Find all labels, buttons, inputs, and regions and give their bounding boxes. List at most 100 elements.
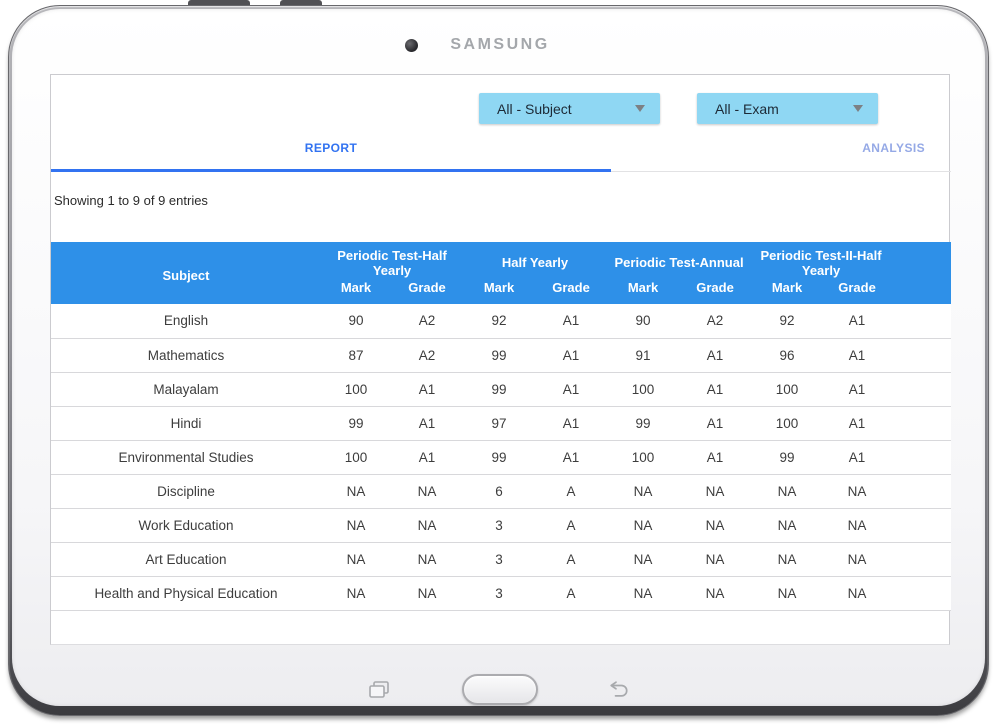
value-cell: NA <box>679 508 752 543</box>
column-header-subject: Subject <box>51 242 321 304</box>
tab-analysis[interactable]: ANALYSIS <box>862 141 925 155</box>
recent-apps-icon[interactable] <box>367 680 391 700</box>
spacer-cell <box>891 508 952 543</box>
value-cell: 90 <box>321 304 391 339</box>
value-cell: 3 <box>463 542 536 577</box>
back-icon[interactable] <box>606 681 632 699</box>
chevron-down-icon <box>635 105 645 112</box>
value-cell: NA <box>391 576 464 611</box>
spacer-cell <box>891 474 952 509</box>
value-cell: NA <box>823 474 892 509</box>
spacer-cell <box>891 372 952 407</box>
column-header-grade: Grade <box>679 278 752 304</box>
value-cell: 92 <box>751 304 824 339</box>
value-cell: NA <box>823 508 892 543</box>
report-table-body: English 90 A2 92 A1 90 A2 92 A1 Mathematics 87 A2 99… <box>51 304 952 611</box>
app-screen: All - Subject All - Exam REPORT ANALYSIS… <box>50 74 952 645</box>
value-cell: A2 <box>679 304 752 339</box>
value-cell: A1 <box>823 338 892 373</box>
value-cell: NA <box>823 542 892 577</box>
front-camera-icon <box>405 39 418 52</box>
value-cell: 3 <box>463 508 536 543</box>
spacer-cell <box>891 338 952 373</box>
subject-cell: Environmental Studies <box>51 440 321 475</box>
table-row: Environmental Studies 100 A1 99 A1 100 A1 99 A1 <box>51 440 952 475</box>
header-spacer <box>891 242 952 304</box>
tab-report[interactable]: REPORT <box>304 141 358 155</box>
value-cell: 100 <box>607 372 680 407</box>
subject-cell: Malayalam <box>51 372 321 407</box>
value-cell: 99 <box>463 372 536 407</box>
value-cell: A1 <box>823 406 892 441</box>
exam-filter-value: All - Exam <box>715 100 779 117</box>
value-cell: A <box>535 576 608 611</box>
table-row: Work Education NA NA 3 A NA NA NA NA <box>51 508 952 543</box>
exam-group-header: Half Yearly <box>463 242 608 278</box>
value-cell: 100 <box>607 440 680 475</box>
subject-filter-dropdown[interactable]: All - Subject <box>479 93 660 124</box>
value-cell: 99 <box>463 440 536 475</box>
value-cell: A2 <box>391 338 464 373</box>
chevron-down-icon <box>853 105 863 112</box>
table-row: Health and Physical Education NA NA 3 A NA NA N… <box>51 576 952 611</box>
value-cell: A1 <box>823 440 892 475</box>
value-cell: NA <box>607 542 680 577</box>
value-cell: NA <box>391 508 464 543</box>
column-header-mark: Mark <box>321 278 391 304</box>
entries-status: Showing 1 to 9 of 9 entries <box>54 193 208 208</box>
report-table: Subject Periodic Test-Half Yearly Half Y… <box>51 242 952 611</box>
spacer-cell <box>891 304 952 339</box>
value-cell: 91 <box>607 338 680 373</box>
subject-cell: Hindi <box>51 406 321 441</box>
power-button <box>280 0 322 8</box>
value-cell: 99 <box>607 406 680 441</box>
spacer-cell <box>891 576 952 611</box>
exam-group-header: Periodic Test-Half Yearly <box>321 242 464 278</box>
report-table-header: Subject Periodic Test-Half Yearly Half Y… <box>51 242 952 304</box>
table-row: Malayalam 100 A1 99 A1 100 A1 100 A1 <box>51 372 952 407</box>
value-cell: 96 <box>751 338 824 373</box>
value-cell: 87 <box>321 338 391 373</box>
value-cell: A2 <box>391 304 464 339</box>
value-cell: 90 <box>607 304 680 339</box>
value-cell: NA <box>679 474 752 509</box>
samsung-logo: SAMSUNG <box>450 36 550 53</box>
value-cell: NA <box>751 474 824 509</box>
exam-filter-dropdown[interactable]: All - Exam <box>697 93 878 124</box>
active-tab-underline <box>51 169 611 172</box>
value-cell: NA <box>679 576 752 611</box>
value-cell: A1 <box>823 304 892 339</box>
value-cell: A1 <box>679 406 752 441</box>
value-cell: 99 <box>463 338 536 373</box>
value-cell: A <box>535 542 608 577</box>
subject-cell: Health and Physical Education <box>51 576 321 611</box>
value-cell: NA <box>391 542 464 577</box>
value-cell: A1 <box>535 406 608 441</box>
value-cell: NA <box>751 576 824 611</box>
column-header-mark: Mark <box>463 278 536 304</box>
column-header-mark: Mark <box>607 278 680 304</box>
column-header-grade: Grade <box>535 278 608 304</box>
subject-cell: English <box>51 304 321 339</box>
value-cell: 99 <box>321 406 391 441</box>
column-header-grade: Grade <box>823 278 892 304</box>
value-cell: 100 <box>751 372 824 407</box>
value-cell: NA <box>823 576 892 611</box>
value-cell: NA <box>607 508 680 543</box>
value-cell: NA <box>679 542 752 577</box>
exam-group-header: Periodic Test-Annual <box>607 242 752 278</box>
home-button[interactable] <box>462 674 538 705</box>
table-row: Mathematics 87 A2 99 A1 91 A1 96 A1 <box>51 338 952 373</box>
value-cell: NA <box>321 576 391 611</box>
value-cell: A1 <box>391 372 464 407</box>
value-cell: A1 <box>535 372 608 407</box>
value-cell: A1 <box>535 440 608 475</box>
value-cell: A1 <box>535 304 608 339</box>
value-cell: 100 <box>321 440 391 475</box>
value-cell: 99 <box>751 440 824 475</box>
value-cell: A <box>535 508 608 543</box>
value-cell: A1 <box>679 440 752 475</box>
value-cell: NA <box>321 508 391 543</box>
table-row: Hindi 99 A1 97 A1 99 A1 100 A1 <box>51 406 952 441</box>
column-header-mark: Mark <box>751 278 824 304</box>
